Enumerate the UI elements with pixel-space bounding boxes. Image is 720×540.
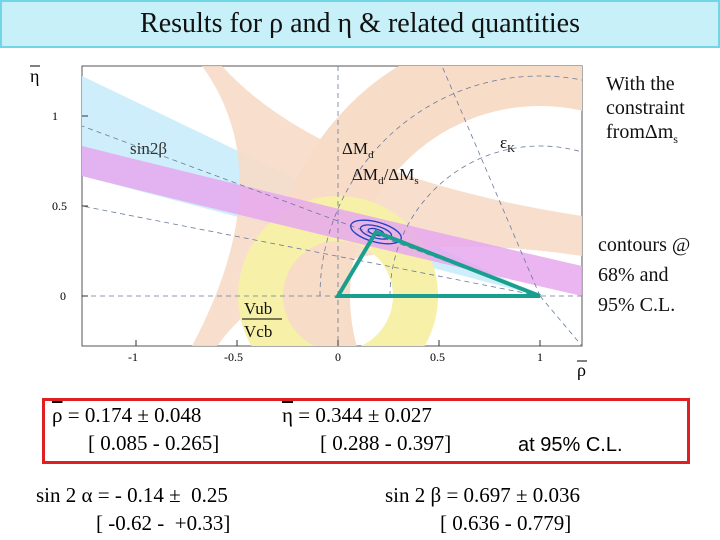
y-tick: 0 [60,289,66,303]
ckm-plot: η ρ 1 0.5 0 -1 -0.5 0 0.5 1 sin2β ΔMd ΔM… [22,56,602,386]
page-title: Results for ρ and η & related quantities [140,8,580,39]
results-box [42,398,690,464]
confidence-level: at 95% C.L. [518,434,623,456]
eta-result: η = 0.344 ± 0.027 [282,403,432,427]
eta-range: [ 0.288 - 0.397] [320,431,452,455]
x-tick: 0.5 [430,350,445,364]
x-tick: -1 [128,350,138,364]
vcb-label: Vcb [244,322,272,341]
contours-note: contours @ 68% and 95% C.L. [598,234,691,316]
sin2beta-range: [ 0.636 - 0.779] [440,511,572,535]
rho-result: ρ = 0.174 ± 0.048 [52,403,202,427]
x-axis-label: ρ [577,360,586,380]
epsk-label: εK [500,133,515,155]
sin2b-label: sin2β [130,139,167,158]
sin2alpha-range: [ -0.62 - +0.33] [96,511,231,535]
x-tick: 0 [335,350,341,364]
ratio-band [82,146,582,296]
x-tick: 1 [537,350,543,364]
sin2beta-result: sin 2 β = 0.697 ± 0.036 [385,483,581,507]
title-bar: Results for ρ and η & related quantities [0,0,720,48]
dmd-label: ΔMd [342,139,374,161]
unitarity-triangle [334,229,541,298]
ckm-plot-svg: η ρ 1 0.5 0 -1 -0.5 0 0.5 1 sin2β ΔMd ΔM… [30,65,587,380]
y-tick: 0.5 [52,199,67,213]
sin2alpha-result: sin 2 α = - 0.14 ± 0.25 [36,483,228,507]
rho-range: [ 0.085 - 0.265] [88,431,220,455]
y-tick: 1 [52,109,58,123]
tick-marks [82,115,541,346]
ratio-label: ΔMd/ΔMs [352,165,419,187]
vub-label: Vub [244,299,272,318]
constraint-note: With the constraint fromΔms [606,73,685,146]
y-axis-label: η [30,66,39,86]
epsk-band [192,66,582,346]
x-tick: -0.5 [224,350,243,364]
